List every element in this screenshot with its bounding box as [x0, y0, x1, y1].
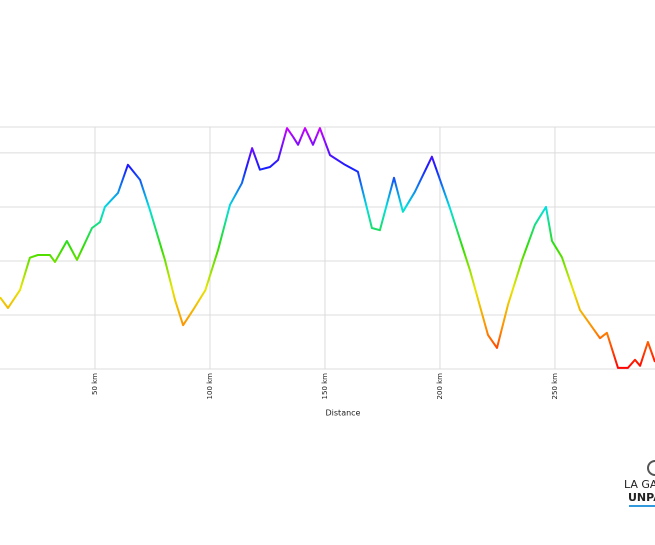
x-tick-label: 50 km [91, 373, 99, 395]
logo-text: UNPA [628, 491, 655, 504]
x-axis-label: Distance [326, 409, 361, 418]
x-tick-label: 200 km [436, 373, 444, 400]
logo: LA GA UNPA [624, 460, 655, 507]
elevation-line [0, 127, 655, 369]
logo-icon [647, 460, 655, 476]
logo-text: LA GA [624, 478, 655, 491]
x-tick-label: 250 km [551, 373, 559, 400]
x-tick-label: 100 km [206, 373, 214, 400]
x-tick-label: 150 km [321, 373, 329, 400]
